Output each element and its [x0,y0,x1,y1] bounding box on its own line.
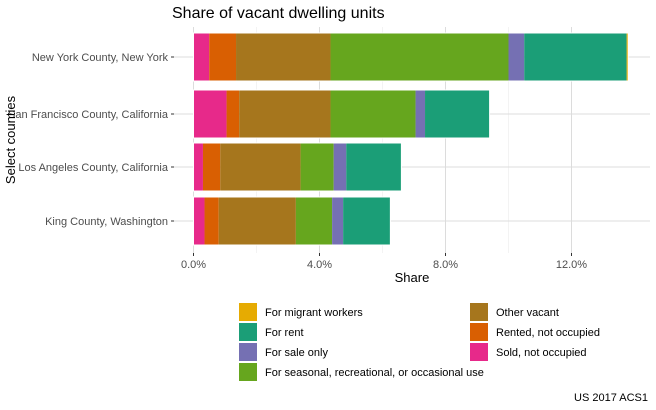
legend-label: For rent [265,327,304,339]
legend-label: For seasonal, recreational, or occasiona… [265,367,484,379]
y-tick-label: Los Angeles County, California [18,162,168,174]
x-axis-label: Share [395,270,430,285]
bar-segment [346,143,402,191]
bar-segment [425,90,490,138]
legend-key [470,303,488,321]
bar-segment [226,90,240,138]
bar-segment [193,90,227,138]
bar-segment [295,197,333,245]
x-tick-label: 0.0% [181,259,206,271]
legend-label: Rented, not occupied [496,327,600,339]
bar-segment [343,197,391,245]
bar-segment [332,197,344,245]
bar-segment [218,197,296,245]
bar-segment [220,143,301,191]
bar-segment [415,90,426,138]
chart-caption: US 2017 ACS1 [574,392,648,404]
legend-key [470,323,488,341]
x-tick-label: 12.0% [556,259,587,271]
legend-label: Other vacant [496,307,559,319]
bar-segment [193,143,203,191]
y-tick-label: New York County, New York [32,52,169,64]
bar-segment [202,143,221,191]
bar-segment [193,33,210,81]
y-tick-label: San Francisco County, California [8,109,169,121]
legend: For migrant workers Other vacant For rent R… [239,303,600,381]
bar-segment [330,90,416,138]
bar-segment [524,33,627,81]
bar-segment [209,33,237,81]
bar-outline [193,196,391,246]
bar-segment [330,33,509,81]
legend-label: For migrant workers [265,307,363,319]
bar-outline [193,32,629,82]
bar-segment [508,33,525,81]
x-tick-label: 4.0% [307,259,332,271]
bar-segment [626,33,629,81]
bar-segment [239,90,331,138]
bar-segment [193,197,205,245]
bar-outline [193,142,402,192]
legend-key [239,323,257,341]
bar-segment [300,143,334,191]
legend-key [239,363,257,381]
legend-label: For sale only [265,347,328,359]
plot-area: New York County, New York San Francisco C… [8,27,650,271]
legend-key [470,343,488,361]
bar-segment [204,197,219,245]
x-tick-label: 8.0% [433,259,458,271]
y-axis-label: Select counties [3,95,18,184]
chart-title: Share of vacant dwelling units [172,5,385,22]
legend-key [239,303,257,321]
bar-segment [236,33,331,81]
bar-segment [333,143,347,191]
y-tick-label: King County, Washington [45,216,168,228]
bar-outline [193,89,491,139]
legend-key [239,343,257,361]
legend-label: Sold, not occupied [496,347,587,359]
